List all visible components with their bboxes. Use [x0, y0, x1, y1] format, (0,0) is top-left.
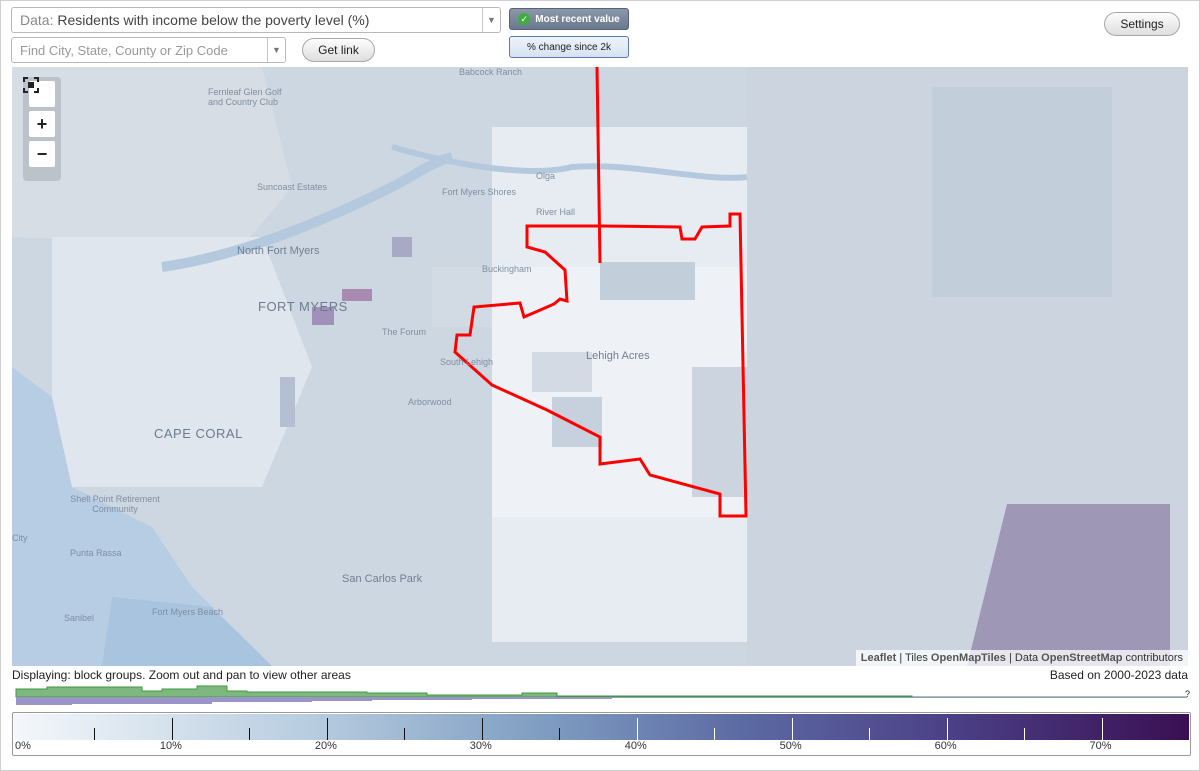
legend-tick: [791, 718, 793, 740]
legend-label: 30%: [469, 740, 492, 752]
attrib-tiles-prefix: | Tiles: [896, 652, 931, 664]
zoom-in-icon[interactable]: +: [29, 111, 55, 137]
legend-tick: [171, 718, 173, 740]
data-range-status: Based on 2000-2023 data: [1049, 668, 1188, 682]
legend-tick: [869, 728, 871, 740]
map-label-south-lehigh: South Lehigh: [440, 357, 494, 367]
attrib-openmaptiles-link[interactable]: OpenMapTiles: [930, 652, 1006, 664]
map-attribution: Leaflet | Tiles OpenMapTiles | Data Open…: [855, 650, 1188, 666]
legend-tick: [94, 728, 96, 740]
search-input[interactable]: [12, 38, 267, 62]
map-label-cape-coral: CAPE CORAL: [154, 426, 243, 441]
map-label-fernleaf: Fernleaf Glen Golf and Country Club: [208, 87, 282, 107]
map-label-arborwood: Arborwood: [408, 397, 452, 407]
zoom-control: + −: [23, 77, 61, 181]
map-label-lehigh-acres: Lehigh Acres: [586, 350, 650, 362]
legend-label: 50%: [779, 740, 802, 752]
histogram-help[interactable]: ?: [1185, 689, 1190, 699]
legend-tick: [636, 718, 638, 740]
most-recent-label: Most recent value: [535, 13, 620, 25]
data-select-prefix: Data:: [20, 12, 54, 28]
legend-label: 40%: [624, 740, 647, 752]
zoom-out-icon[interactable]: −: [29, 141, 55, 167]
legend-tick: [946, 718, 948, 740]
map-label-suncoast: Suncoast Estates: [257, 182, 328, 192]
map-label-fort-myers-shores: Fort Myers Shores: [442, 187, 517, 197]
fullscreen-icon[interactable]: [23, 77, 55, 107]
map-canvas[interactable]: Babcock Ranch Fernleaf Glen Golf and Cou…: [12, 67, 1188, 666]
settings-button[interactable]: Settings: [1104, 12, 1180, 36]
legend-tick: [249, 728, 251, 740]
legend-label: 60%: [934, 740, 957, 752]
map-label-river-hall: River Hall: [536, 207, 576, 217]
attrib-leaflet-link[interactable]: Leaflet: [860, 652, 897, 664]
attrib-osm-link[interactable]: OpenStreetMap: [1041, 652, 1123, 664]
most-recent-toggle[interactable]: ✓ Most recent value: [509, 8, 629, 30]
data-select[interactable]: Data: Residents with income below the po…: [11, 7, 501, 33]
map-label-the-forum: The Forum: [382, 327, 427, 337]
legend-label: 20%: [314, 740, 337, 752]
map-label-shell-point: Shell Point Retirement Community: [70, 494, 160, 514]
checkmark-icon: ✓: [518, 13, 531, 25]
chevron-down-icon[interactable]: ▼: [267, 38, 285, 62]
map-label-sanibel: Sanibel: [64, 613, 95, 623]
map-label-punta-rassa: Punta Rassa: [70, 548, 122, 558]
legend-label: 10%: [159, 740, 182, 752]
legend-tick: [481, 718, 483, 740]
map-label-olga: Olga: [536, 171, 556, 181]
data-select-value: Residents with income below the poverty …: [57, 12, 370, 28]
legend-tick: [404, 728, 406, 740]
map-label-buckingham: Buckingham: [482, 264, 532, 274]
color-legend: 0% 10% 20% 30% 40% 50% 60% 70%: [12, 712, 1191, 756]
value-histogram: ?: [15, 685, 1190, 705]
legend-tick: [1101, 718, 1103, 740]
map-label-fort-myers: FORT MYERS: [258, 299, 348, 314]
attrib-suffix: contributors: [1122, 652, 1183, 664]
legend-label: 0%: [15, 740, 31, 752]
legend-tick: [559, 728, 561, 740]
chevron-down-icon[interactable]: ▼: [482, 8, 500, 32]
legend-gradient: [14, 714, 1189, 740]
legend-tick: [1024, 728, 1026, 740]
legend-label: 70%: [1089, 740, 1112, 752]
map-label-north-fort-myers: North Fort Myers: [237, 245, 320, 257]
display-status: Displaying: block groups. Zoom out and p…: [12, 668, 351, 682]
map-label-city: City: [12, 533, 28, 543]
map-label-fort-myers-beach: Fort Myers Beach: [152, 607, 224, 617]
get-link-button[interactable]: Get link: [302, 38, 375, 62]
location-search[interactable]: ▼: [11, 37, 286, 63]
attrib-data-prefix: | Data: [1005, 652, 1042, 664]
map-label-babcock-ranch: Babcock Ranch: [459, 67, 523, 77]
legend-tick: [714, 728, 716, 740]
percent-change-toggle[interactable]: % change since 2k: [509, 36, 629, 58]
choropleth-layer: [12, 67, 1188, 666]
map-label-san-carlos-park: San Carlos Park: [342, 573, 423, 585]
legend-tick: [326, 718, 328, 740]
